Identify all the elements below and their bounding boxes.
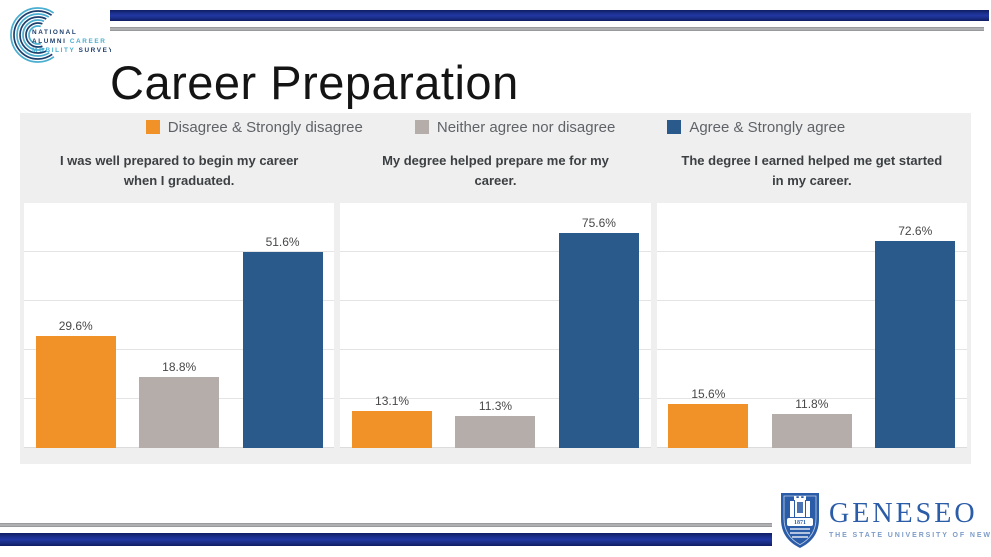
bar-disagree (35, 336, 116, 448)
bottom-navy-stripe (0, 533, 772, 546)
top-navy-stripe (110, 10, 989, 21)
charts-row: I was well prepared to begin my career w… (20, 139, 971, 448)
chart-legend: Disagree & Strongly disagree Neither agr… (20, 113, 971, 136)
geneseo-wordmark: GENESEO (829, 498, 978, 529)
bars-group: 15.6% 11.8% 72.6% (657, 203, 967, 448)
geneseo-logo: 1871 GENESEO THE STATE UNIVERSITY OF NEW… (778, 491, 991, 549)
bar-value-label: 15.6% (691, 387, 726, 401)
bar-slot: 11.8% (760, 203, 863, 448)
plot-area: 13.1% 11.3% 75.6% (340, 203, 651, 448)
bar-slot: 75.6% (547, 203, 650, 448)
gridline (340, 300, 651, 301)
bar-neither (771, 414, 852, 448)
gridline (656, 300, 967, 301)
bar-neither (139, 377, 220, 448)
chart-card-3: The degree I earned helped me get starte… (656, 139, 967, 448)
bar-disagree (668, 404, 749, 448)
shield-year: 1871 (794, 520, 806, 526)
plot-area: 29.6% 18.8% 51.6% (24, 203, 335, 448)
bar-agree (242, 252, 323, 448)
bar-disagree (352, 411, 433, 448)
bar-value-label: 13.1% (375, 394, 410, 408)
bar-value-label: 29.6% (58, 319, 93, 333)
gridline (656, 251, 967, 252)
legend-label: Neither agree nor disagree (436, 118, 616, 136)
legend-swatch-agree (667, 120, 682, 134)
bar-slot: 13.1% (340, 203, 443, 448)
bar-value-label: 51.6% (265, 235, 300, 249)
bar-slot: 11.3% (444, 203, 547, 448)
bottom-gray-stripe (0, 523, 772, 527)
bar-slot: 72.6% (864, 203, 967, 448)
legend-swatch-disagree (145, 120, 160, 134)
geneseo-tagline: THE STATE UNIVERSITY OF NEW YORK (829, 532, 991, 539)
legend-label: Disagree & Strongly disagree (167, 118, 363, 136)
bar-slot: 29.6% (24, 203, 127, 448)
chart-panel: Disagree & Strongly disagree Neither agr… (20, 113, 971, 464)
bar-value-label: 75.6% (581, 216, 616, 230)
chart-title: My degree helped prepare me for my caree… (382, 152, 609, 188)
bar-slot: 18.8% (127, 203, 230, 448)
legend-swatch-neither (414, 120, 429, 134)
bar-value-label: 11.3% (478, 399, 513, 413)
gridline (24, 251, 335, 252)
gridline (340, 251, 651, 252)
bar-value-label: 72.6% (898, 224, 933, 238)
gridline (656, 398, 967, 399)
gridline (340, 349, 651, 350)
gridline (340, 398, 651, 399)
svg-text:ALUMNI CAREER: ALUMNI CAREER (32, 38, 106, 45)
bar-value-label: 18.8% (162, 360, 197, 374)
legend-item: Neither agree nor disagree (414, 118, 616, 136)
bar-slot: 51.6% (231, 203, 334, 448)
bar-agree (558, 233, 639, 448)
gridline (24, 349, 335, 350)
bars-group: 13.1% 11.3% 75.6% (340, 203, 650, 448)
bar-slot: 15.6% (657, 203, 760, 448)
gridline (656, 349, 967, 350)
bar-neither (455, 416, 536, 448)
chart-title: The degree I earned helped me get starte… (681, 152, 943, 188)
bar-value-label: 11.8% (795, 397, 829, 411)
gridline (24, 300, 335, 301)
svg-text:MOBILITY SURVEY: MOBILITY SURVEY (32, 47, 111, 54)
bars-group: 29.6% 18.8% 51.6% (24, 203, 334, 448)
nacm-survey-logo-icon: NATIONAL ALUMNI CAREER MOBILITY SURVEY (10, 7, 111, 63)
top-gray-stripe (110, 27, 984, 31)
chart-title: I was well prepared to begin my career w… (59, 152, 299, 188)
nacm-logo-line1: NATIONAL (32, 29, 77, 36)
bar-agree (875, 241, 956, 448)
legend-item: Agree & Strongly agree (667, 118, 846, 136)
page-title: Career Preparation (110, 56, 519, 109)
chart-card-1: I was well prepared to begin my career w… (24, 139, 335, 448)
legend-item: Disagree & Strongly disagree (145, 118, 363, 136)
geneseo-text: GENESEO THE STATE UNIVERSITY OF NEW YORK (829, 491, 991, 540)
plot-area: 15.6% 11.8% 72.6% (656, 203, 967, 448)
chart-card-2: My degree helped prepare me for my caree… (340, 139, 651, 448)
geneseo-shield-icon: 1871 (781, 493, 819, 548)
legend-label: Agree & Strongly agree (689, 118, 846, 136)
